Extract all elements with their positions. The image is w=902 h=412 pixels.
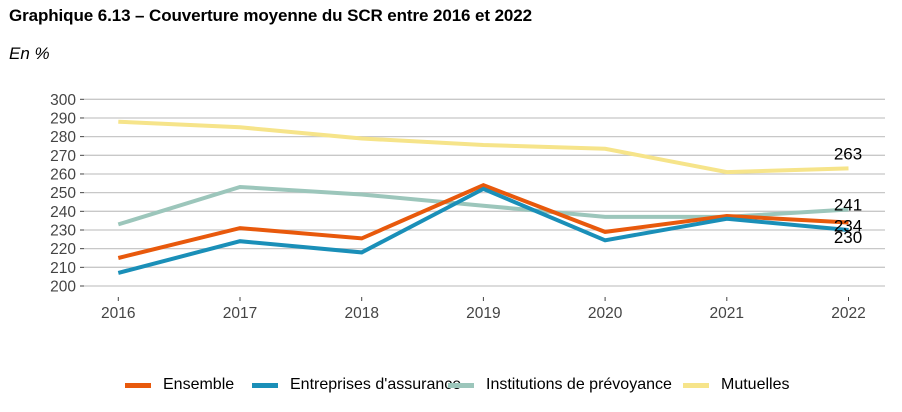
x-tick-label: 2020 [588, 305, 623, 322]
y-tick-label: 240 [50, 204, 76, 221]
y-tick-label: 270 [50, 148, 76, 165]
end-label: 241 [834, 195, 862, 214]
chart-title: Graphique 6.13 – Couverture moyenne du S… [9, 6, 532, 25]
y-tick-label: 280 [50, 129, 76, 146]
end-label: 234 [834, 217, 862, 236]
y-tick-label: 210 [50, 260, 76, 277]
legend-swatch [448, 382, 474, 388]
legend-label: Mutuelles [721, 376, 790, 393]
y-tick-label: 250 [50, 185, 76, 202]
legend: Ensemble Entreprises d'assurance Instituti… [0, 376, 902, 398]
series-line-ensemble [117, 183, 849, 260]
x-tick-label: 2019 [466, 305, 500, 322]
y-tick-label: 300 [50, 92, 76, 109]
legend-item: Mutuelles [683, 376, 789, 394]
y-tick-label: 230 [50, 222, 76, 239]
end-label: 263 [834, 144, 862, 163]
unit-label: En % [9, 44, 50, 63]
end-label: 230 [834, 228, 862, 247]
series-line-mutuelles [118, 119, 849, 175]
x-tick-label: 2021 [710, 305, 744, 322]
y-tick-label: 200 [50, 279, 76, 296]
legend-item: Institutions de prévoyance [448, 376, 672, 394]
x-tick-label: 2017 [223, 305, 257, 322]
x-axis: 2016 2017 2018 2019 2020 2021 2022 [101, 297, 866, 322]
x-tick-label: 2016 [101, 305, 135, 322]
y-tick-label: 220 [50, 241, 76, 258]
legend-item: Ensemble [125, 376, 234, 394]
series-lines [117, 119, 849, 275]
legend-swatch [683, 382, 709, 388]
x-tick-label: 2018 [344, 305, 378, 322]
x-tick-label: 2022 [831, 305, 865, 322]
legend-swatch [252, 382, 278, 388]
legend-label: Institutions de prévoyance [486, 376, 672, 393]
y-tick-label: 260 [50, 166, 76, 183]
legend-item: Entreprises d'assurance [252, 376, 461, 394]
y-tick-label: 290 [50, 110, 76, 127]
legend-label: Entreprises d'assurance [290, 376, 462, 393]
legend-label: Ensemble [163, 376, 235, 393]
legend-swatch [125, 382, 151, 388]
